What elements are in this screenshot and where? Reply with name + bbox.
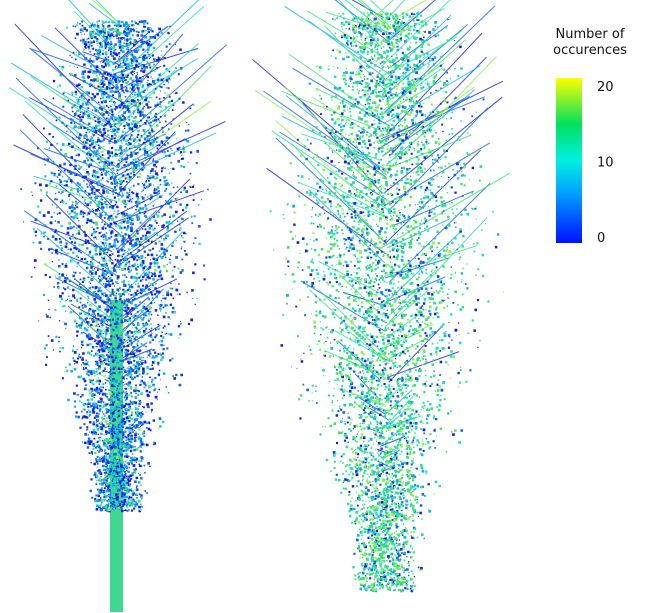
points: [40, 20, 195, 511]
branch: [263, 0, 496, 541]
branch: [254, 0, 497, 589]
colorbar-tick-label: 0: [597, 231, 605, 246]
colorbar-title: Number of: [556, 27, 625, 42]
colorbar-title: occurences: [553, 43, 627, 58]
colorbar: [556, 78, 582, 243]
point-clouds: [8, 0, 511, 612]
points: [30, 20, 201, 510]
colorbar-tick-label: 20: [597, 80, 614, 95]
colorbar-tick-label: 10: [597, 156, 614, 171]
points: [286, 17, 485, 592]
